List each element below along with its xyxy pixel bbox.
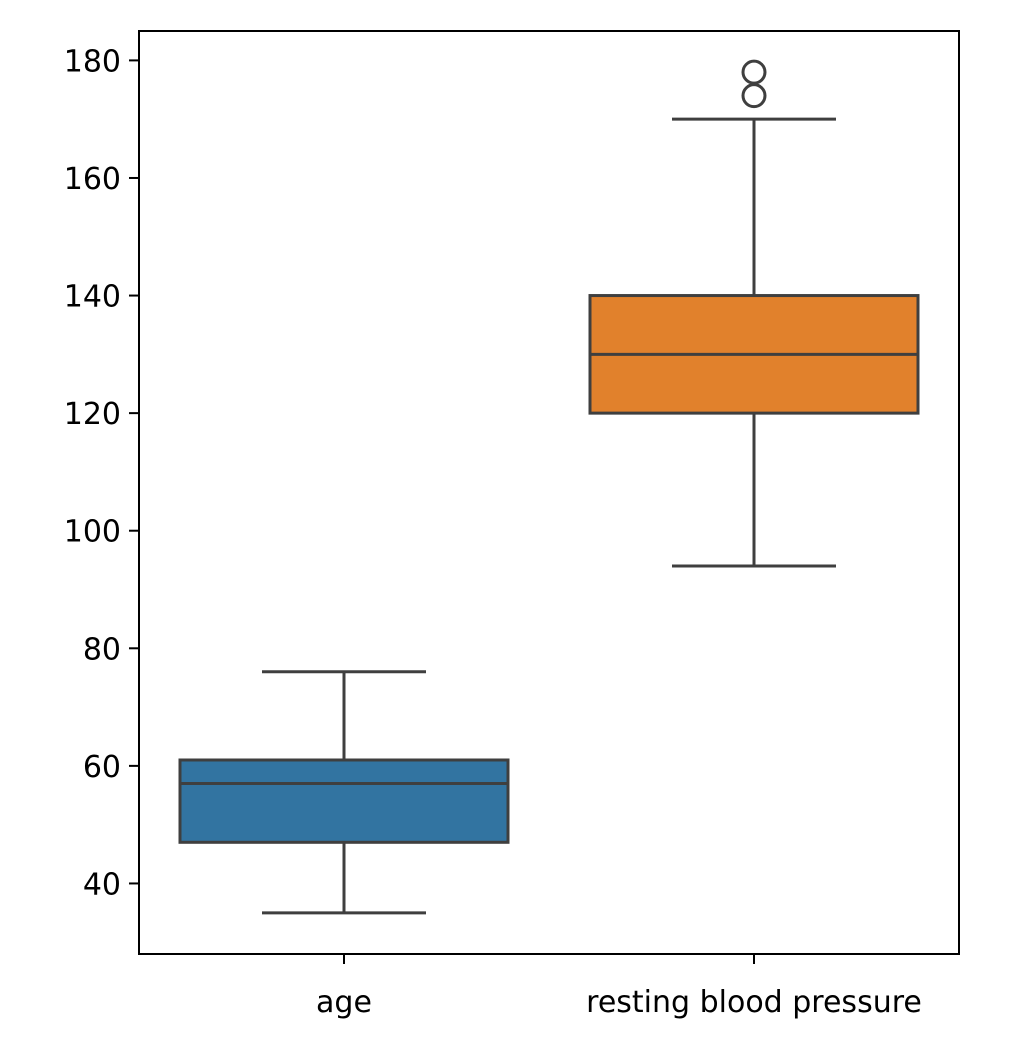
y-tick-label: 40 (83, 867, 121, 902)
plot-frame (138, 30, 960, 955)
outlier-point (741, 83, 767, 109)
y-tick-label: 100 (64, 515, 121, 550)
boxes-layer (178, 59, 920, 915)
y-tick-label: 160 (64, 162, 121, 197)
outlier-point (741, 59, 767, 85)
x-tick-label: resting blood pressure (586, 985, 922, 1020)
y-tick-label: 140 (64, 280, 121, 315)
y-tick-label: 80 (83, 632, 121, 667)
y-tick-label: 60 (83, 750, 121, 785)
y-tick-label: 120 (64, 397, 121, 432)
box-group-1 (588, 59, 920, 568)
y-tick-label: 180 (64, 44, 121, 79)
box-iqr (178, 758, 510, 844)
box-group-0 (178, 670, 510, 915)
axes-layer: 40 60 80 100 120 140 160 180 age resting blood pr… (64, 30, 960, 1020)
x-tick-label: age (316, 985, 372, 1020)
